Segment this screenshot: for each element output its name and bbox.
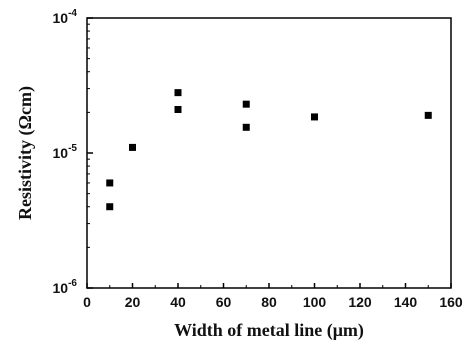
y-axis: 10-610-510-4	[53, 8, 93, 296]
plot-frame	[86, 17, 452, 289]
x-tick-label: 60	[216, 294, 232, 310]
data-point	[424, 111, 432, 119]
data-point	[242, 100, 250, 108]
x-tick-label: 120	[348, 294, 372, 310]
data-points	[106, 89, 432, 211]
x-tick-label: 0	[83, 294, 91, 310]
y-tick-label: 10-6	[53, 278, 78, 296]
y-tick-exponent: -6	[68, 278, 77, 289]
data-point	[106, 179, 114, 187]
data-point	[174, 89, 182, 97]
x-tick-label: 20	[125, 294, 141, 310]
y-tick-base: 10	[53, 280, 69, 296]
x-tick-label: 160	[439, 294, 463, 310]
x-tick-label: 100	[303, 294, 327, 310]
y-axis-title: Resistivity (Ωcm)	[15, 86, 36, 220]
x-tick-label: 40	[170, 294, 186, 310]
x-axis: 0 20 40 60 80 100 120 140 160	[83, 283, 463, 310]
data-point	[174, 106, 182, 114]
data-point	[311, 113, 318, 121]
y-tick-exponent: -5	[68, 143, 77, 154]
data-point	[106, 203, 114, 211]
data-point	[242, 123, 250, 131]
y-tick-exponent: -4	[68, 8, 77, 19]
y-tick-label: 10-4	[53, 8, 78, 26]
y-tick-label: 10-5	[53, 143, 78, 161]
y-tick-base: 10	[53, 10, 69, 26]
x-axis-title: Width of metal line (μm)	[174, 320, 364, 341]
x-tick-label: 140	[394, 294, 418, 310]
data-point	[129, 143, 136, 151]
x-tick-label: 80	[261, 294, 277, 310]
y-tick-base: 10	[53, 145, 69, 161]
